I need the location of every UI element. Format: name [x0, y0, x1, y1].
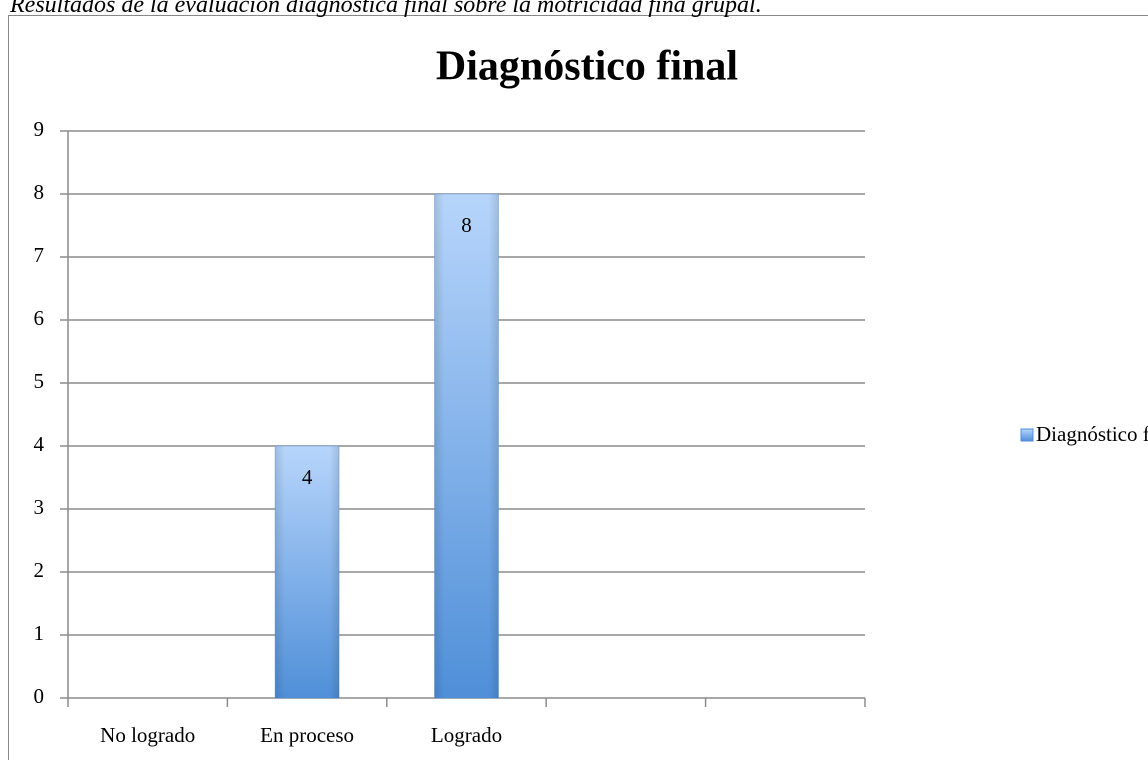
y-tick-label: 1: [34, 621, 45, 645]
chart-border: [8, 15, 1148, 760]
x-tick-label: No logrado: [100, 723, 195, 747]
y-tick-label: 8: [34, 180, 45, 204]
y-tick-label: 4: [34, 432, 45, 456]
caption: Resultados de la evaluación diagnóstica …: [9, 0, 762, 18]
y-tick-label: 2: [34, 558, 45, 582]
chart-title: Diagnóstico final: [436, 44, 738, 90]
y-tick-label: 5: [34, 369, 45, 393]
data-label: 8: [461, 213, 472, 237]
y-tick-label: 7: [34, 243, 45, 267]
x-tick-label: Logrado: [431, 723, 502, 747]
y-tick-label: 6: [34, 306, 45, 330]
y-tick-label: 0: [34, 684, 45, 708]
y-tick-label: 9: [34, 117, 45, 141]
y-tick-label: 3: [34, 495, 45, 519]
bar-shade: [275, 446, 340, 698]
data-label: 4: [302, 465, 313, 489]
bar-shade: [434, 194, 499, 698]
x-tick-label: En proceso: [260, 723, 354, 747]
legend-swatch: [1020, 428, 1034, 442]
legend-label: Diagnóstico final: [1036, 422, 1148, 446]
